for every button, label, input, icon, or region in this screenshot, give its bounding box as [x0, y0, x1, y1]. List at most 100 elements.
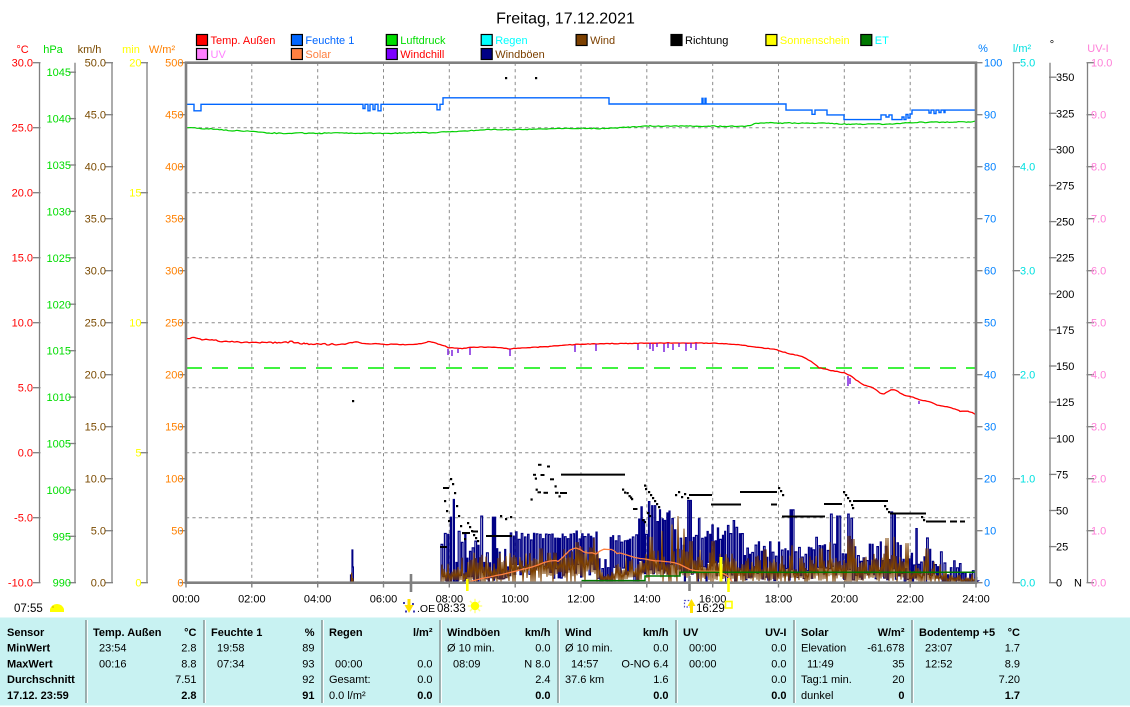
- svg-text:-5.0: -5.0: [14, 513, 33, 525]
- svg-text:00:16: 00:16: [99, 658, 127, 670]
- svg-text:70: 70: [984, 214, 996, 226]
- svg-text:23:54: 23:54: [99, 643, 127, 655]
- svg-text:14:57: 14:57: [571, 658, 599, 670]
- svg-text:37.6 km: 37.6 km: [565, 674, 604, 686]
- svg-text:Richtung: Richtung: [685, 35, 728, 47]
- svg-text:Tag:1 min.: Tag:1 min.: [801, 674, 852, 686]
- svg-text:23:07: 23:07: [925, 643, 953, 655]
- svg-text:20: 20: [892, 674, 904, 686]
- svg-text:Wind: Wind: [565, 627, 592, 639]
- svg-text:08:33: 08:33: [437, 603, 466, 615]
- svg-text:MinWert: MinWert: [7, 643, 51, 655]
- svg-text:175: 175: [1056, 325, 1074, 337]
- svg-text:km/h: km/h: [643, 627, 669, 639]
- svg-text:7.20: 7.20: [999, 674, 1020, 686]
- svg-text:°C: °C: [1008, 627, 1020, 639]
- svg-text:0.0: 0.0: [91, 578, 106, 590]
- svg-text:hPa: hPa: [43, 44, 63, 56]
- svg-text:18:00: 18:00: [765, 594, 793, 606]
- svg-text:Windböen: Windböen: [447, 627, 500, 639]
- svg-text:450: 450: [165, 110, 183, 122]
- svg-text:0: 0: [177, 578, 183, 590]
- svg-text:1035: 1035: [47, 160, 71, 172]
- svg-text:4.0: 4.0: [1091, 370, 1106, 382]
- svg-text:275: 275: [1056, 180, 1074, 192]
- svg-text:75: 75: [1056, 469, 1068, 481]
- svg-text:19:58: 19:58: [217, 643, 245, 655]
- svg-text:5.0: 5.0: [1020, 58, 1035, 70]
- svg-text:Sonnenschein: Sonnenschein: [780, 35, 850, 47]
- svg-text:15: 15: [129, 188, 141, 200]
- svg-text:Feuchte 1: Feuchte 1: [211, 627, 262, 639]
- svg-text:UV-I: UV-I: [765, 627, 786, 639]
- svg-text:150: 150: [1056, 361, 1074, 373]
- svg-text:16:29: 16:29: [696, 603, 725, 615]
- svg-text:0.0: 0.0: [535, 690, 550, 702]
- svg-text:20: 20: [984, 474, 996, 486]
- svg-text:2.0: 2.0: [1020, 370, 1035, 382]
- svg-text:89: 89: [302, 643, 314, 655]
- svg-text:Ø 10 min.: Ø 10 min.: [565, 643, 613, 655]
- svg-text:MaxWert: MaxWert: [7, 658, 53, 670]
- svg-text:Elevation: Elevation: [801, 643, 846, 655]
- svg-text:400: 400: [165, 162, 183, 174]
- svg-text:W/m²: W/m²: [149, 44, 176, 56]
- svg-text:00:00: 00:00: [689, 658, 717, 670]
- svg-text:Bodentemp +5: Bodentemp +5: [919, 627, 995, 639]
- svg-text:-61.678: -61.678: [867, 643, 904, 655]
- svg-text:10: 10: [984, 526, 996, 538]
- svg-text:1005: 1005: [47, 438, 71, 450]
- svg-text:Regen: Regen: [495, 35, 527, 47]
- svg-text:2.0: 2.0: [1091, 474, 1106, 486]
- svg-text:0.0: 0.0: [535, 643, 550, 655]
- svg-text:9.0: 9.0: [1091, 110, 1106, 122]
- svg-text:-10.0: -10.0: [8, 578, 33, 590]
- svg-text:20:00: 20:00: [831, 594, 859, 606]
- svg-text:1020: 1020: [47, 299, 71, 311]
- svg-text:Temp. Außen: Temp. Außen: [211, 35, 276, 47]
- svg-text:93: 93: [302, 658, 314, 670]
- svg-text:45.0: 45.0: [85, 110, 106, 122]
- svg-text:40: 40: [984, 370, 996, 382]
- svg-text:20: 20: [129, 58, 141, 70]
- svg-text:90: 90: [984, 110, 996, 122]
- svg-text:50: 50: [984, 318, 996, 330]
- svg-text:0.0: 0.0: [771, 690, 786, 702]
- svg-text:30.0: 30.0: [12, 58, 33, 70]
- svg-text:35: 35: [892, 658, 904, 670]
- svg-text:1040: 1040: [47, 114, 71, 126]
- svg-text:0: 0: [984, 578, 990, 590]
- svg-text:Ø 10 min.: Ø 10 min.: [447, 643, 495, 655]
- svg-text:07:34: 07:34: [217, 658, 245, 670]
- svg-text:250: 250: [1056, 217, 1074, 229]
- svg-text:8.0: 8.0: [1091, 162, 1106, 174]
- svg-text:100: 100: [165, 474, 183, 486]
- svg-text:°C: °C: [16, 44, 28, 56]
- svg-text:350: 350: [165, 214, 183, 226]
- svg-text:02:00: 02:00: [238, 594, 266, 606]
- svg-text:°C: °C: [184, 627, 196, 639]
- svg-text:20.0: 20.0: [12, 188, 33, 200]
- svg-text:km/h: km/h: [525, 627, 551, 639]
- svg-text:22:00: 22:00: [896, 594, 924, 606]
- svg-text:25: 25: [1056, 542, 1068, 554]
- svg-text:1010: 1010: [47, 392, 71, 404]
- svg-text:2.4: 2.4: [535, 674, 550, 686]
- svg-text:10: 10: [129, 318, 141, 330]
- svg-text:3.0: 3.0: [1091, 422, 1106, 434]
- svg-text:8.8: 8.8: [181, 658, 196, 670]
- svg-text:0.0: 0.0: [18, 448, 33, 460]
- svg-text:1.0: 1.0: [1020, 474, 1035, 486]
- svg-text:17.12. 23:59: 17.12. 23:59: [7, 690, 69, 702]
- svg-text:14:00: 14:00: [633, 594, 661, 606]
- svg-text:12:52: 12:52: [925, 658, 953, 670]
- svg-text:16:00: 16:00: [699, 594, 727, 606]
- svg-text:04:00: 04:00: [304, 594, 332, 606]
- svg-text:40.0: 40.0: [85, 162, 106, 174]
- svg-text:Feuchte 1: Feuchte 1: [305, 35, 354, 47]
- svg-text:5: 5: [135, 448, 141, 460]
- svg-text:Windböen: Windböen: [495, 49, 545, 61]
- svg-text:3.0: 3.0: [1020, 266, 1035, 278]
- svg-text:Luftdruck: Luftdruck: [400, 35, 446, 47]
- svg-text:Windchill: Windchill: [400, 49, 444, 61]
